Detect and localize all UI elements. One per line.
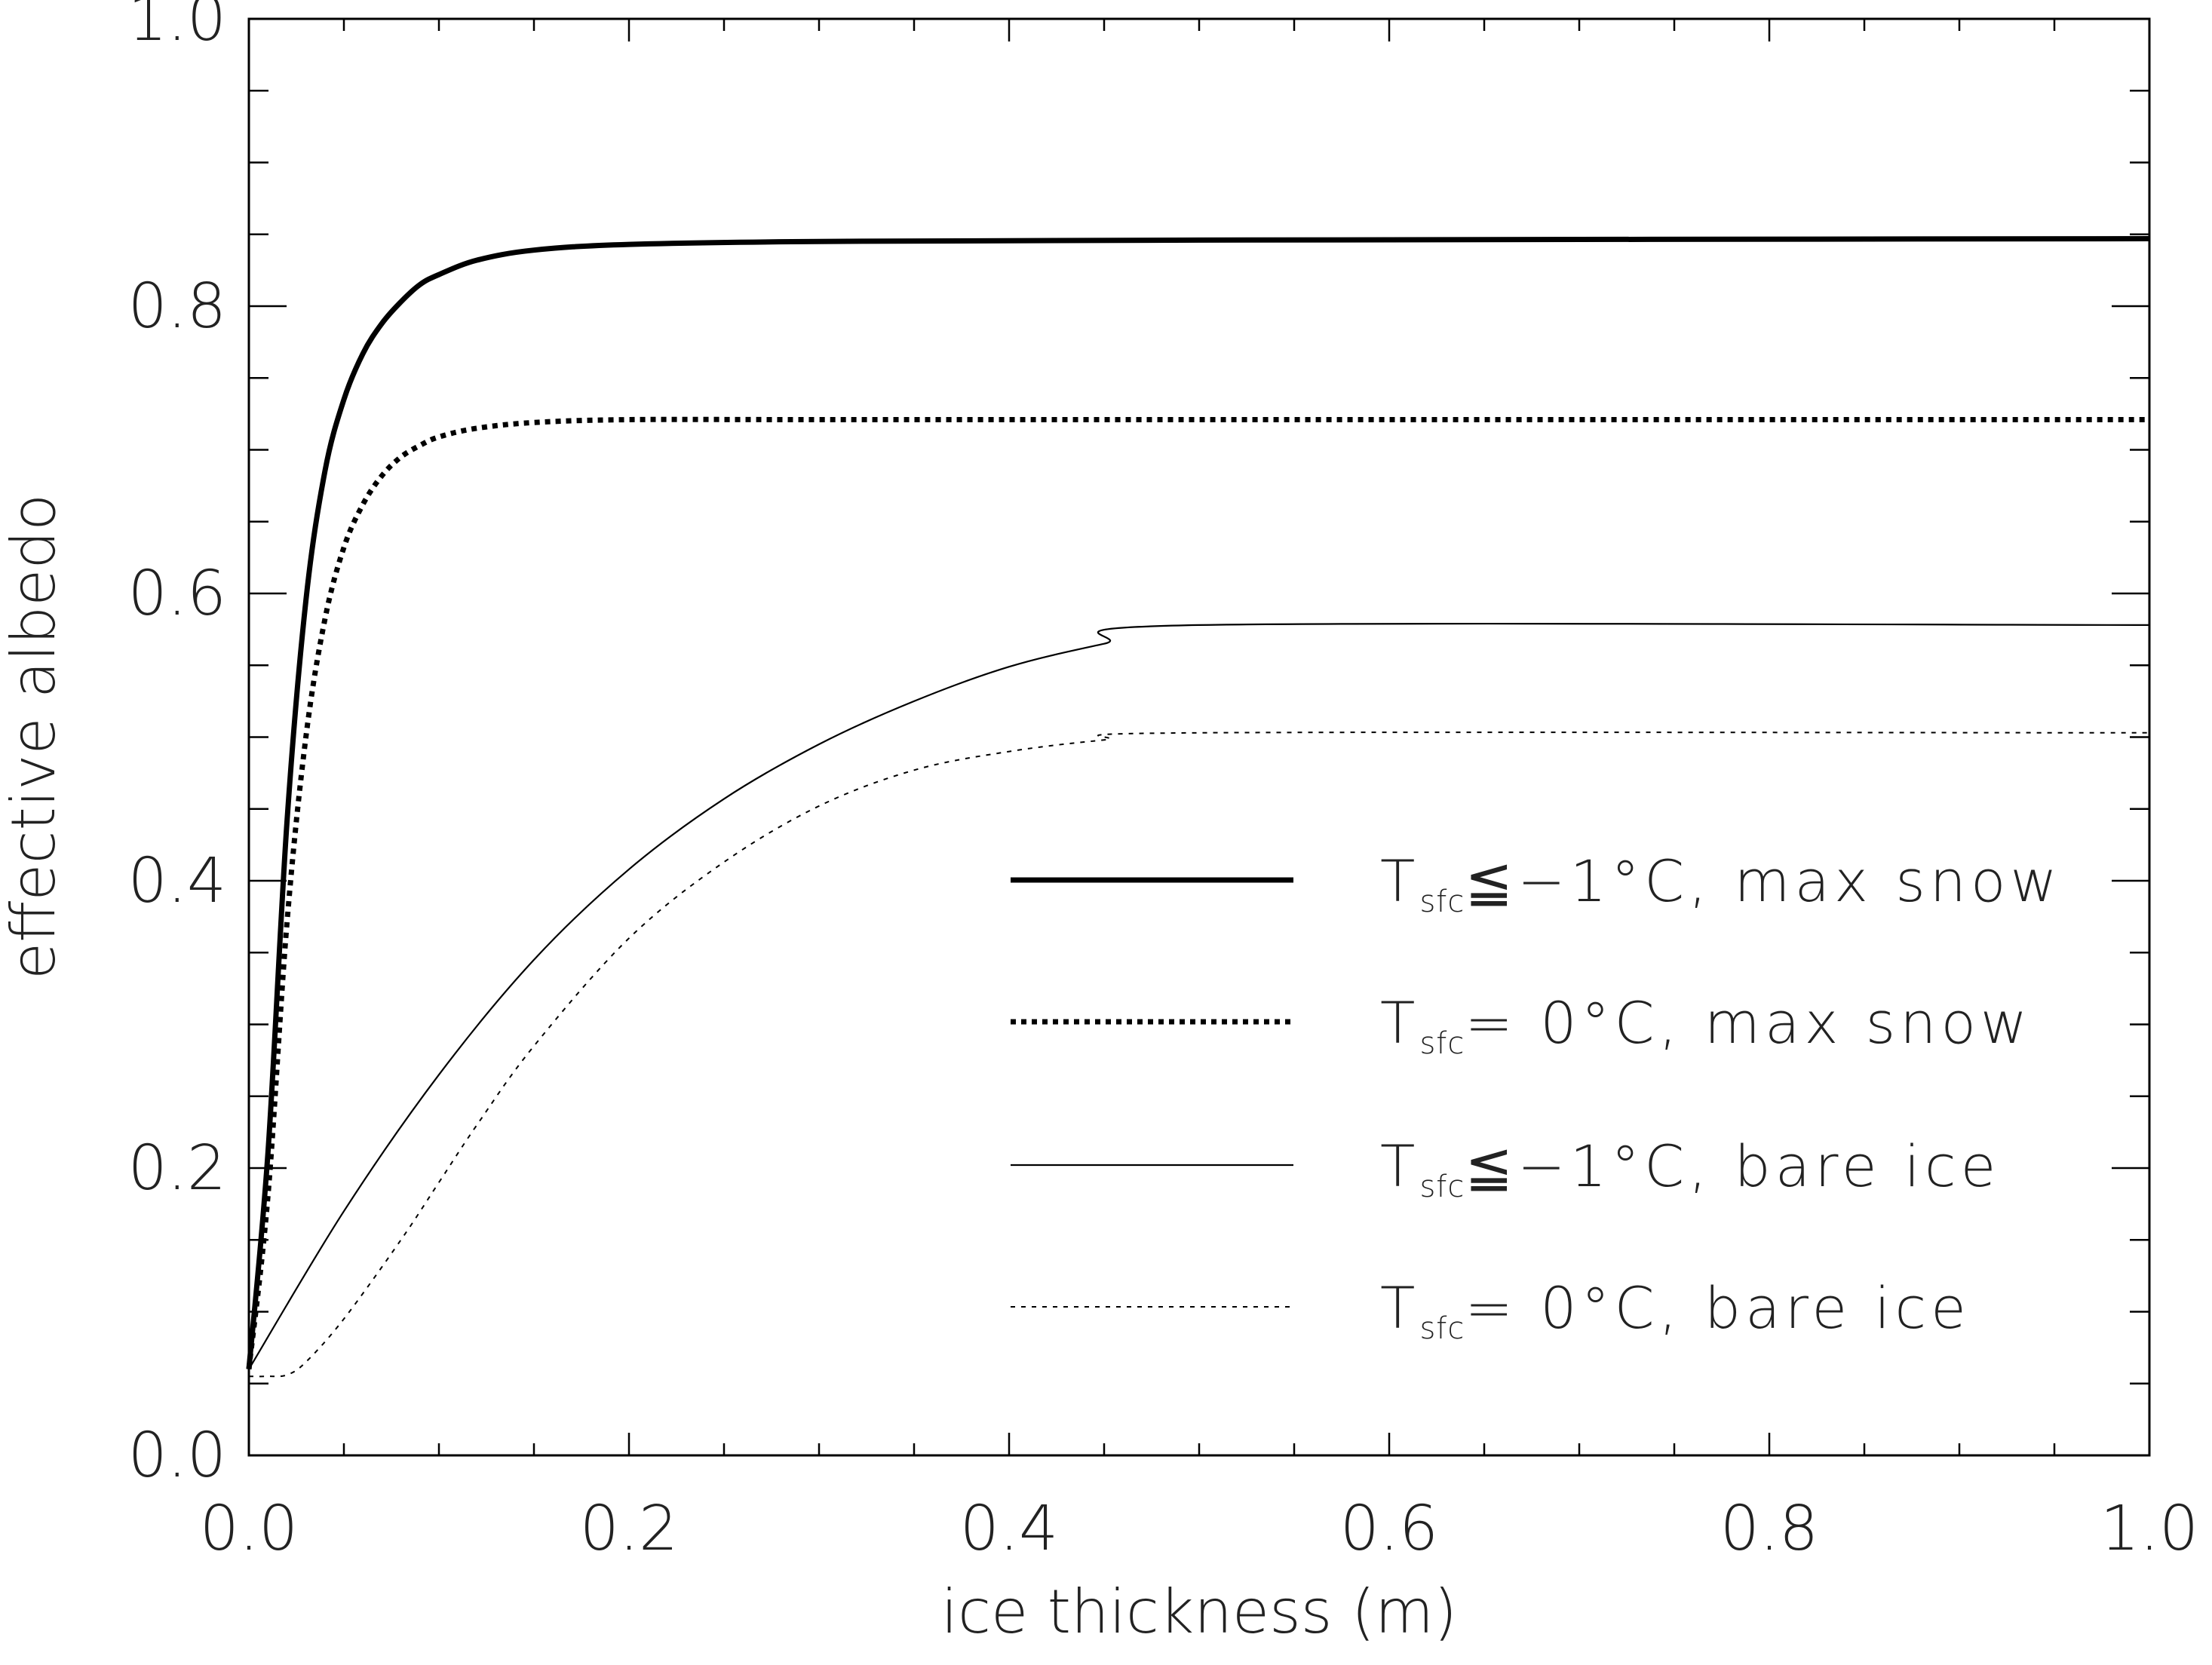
y-tick-label: 0.6 bbox=[128, 558, 226, 630]
x-tick-label: 0.0 bbox=[200, 1493, 298, 1565]
legend-label-subscript: sfc bbox=[1419, 1170, 1465, 1204]
y-tick-label: 0.4 bbox=[128, 845, 226, 917]
legend-label-subscript: sfc bbox=[1419, 1311, 1465, 1346]
y-axis-label: effective albedo bbox=[0, 494, 69, 980]
legend-label-subscript: sfc bbox=[1419, 1026, 1465, 1061]
legend-label-rest: ≦−1°C, max snow bbox=[1465, 848, 2061, 915]
legend-label-2: Tsfc= 0°C, max snow bbox=[1380, 989, 2032, 1061]
axis-ticks bbox=[247, 17, 2151, 1457]
y-tick-label: 0.0 bbox=[128, 1420, 226, 1492]
legend-label-rest: = 0°C, bare ice bbox=[1465, 1274, 1971, 1342]
series-line-2 bbox=[246, 416, 2149, 1370]
series-line-4 bbox=[248, 731, 2150, 1378]
x-tick-label: 1.0 bbox=[2100, 1493, 2198, 1565]
legend-label-4: Tsfc= 0°C, bare ice bbox=[1380, 1274, 1971, 1346]
legend-label-3: Tsfc≦−1°C, bare ice bbox=[1380, 1133, 2000, 1204]
legend-label-main: T bbox=[1380, 989, 1419, 1056]
legend-label-main: T bbox=[1380, 848, 1419, 915]
x-tick-label: 0.6 bbox=[1340, 1493, 1438, 1565]
legend-label-main: T bbox=[1380, 1133, 1419, 1200]
y-tick-label: 1.0 bbox=[128, 0, 226, 55]
series-line-1 bbox=[246, 236, 2150, 1370]
legend-label-rest: ≦−1°C, bare ice bbox=[1465, 1133, 2000, 1200]
legend-label-main: T bbox=[1380, 1274, 1419, 1342]
legend-label-1: Tsfc≦−1°C, max snow bbox=[1380, 848, 2062, 919]
x-axis-label: ice thickness (m) bbox=[941, 1577, 1458, 1647]
plot-frame bbox=[247, 17, 2151, 1457]
x-tick-label: 0.2 bbox=[580, 1493, 678, 1565]
tick-labels: 0.0 0.2 0.4 0.6 0.8 1.0 0.0 0.2 0.4 0.6 0.8 1.0 bbox=[128, 0, 2199, 1565]
legend-label-subscript: sfc bbox=[1419, 885, 1465, 919]
y-tick-label: 0.8 bbox=[128, 271, 226, 342]
legend-label-rest: = 0°C, max snow bbox=[1465, 989, 2032, 1056]
x-tick-label: 0.8 bbox=[1720, 1493, 1818, 1565]
series-lines bbox=[246, 236, 2150, 1378]
series-line-3 bbox=[248, 622, 2150, 1370]
x-tick-label: 0.4 bbox=[960, 1493, 1058, 1565]
y-tick-label: 0.2 bbox=[128, 1133, 226, 1204]
